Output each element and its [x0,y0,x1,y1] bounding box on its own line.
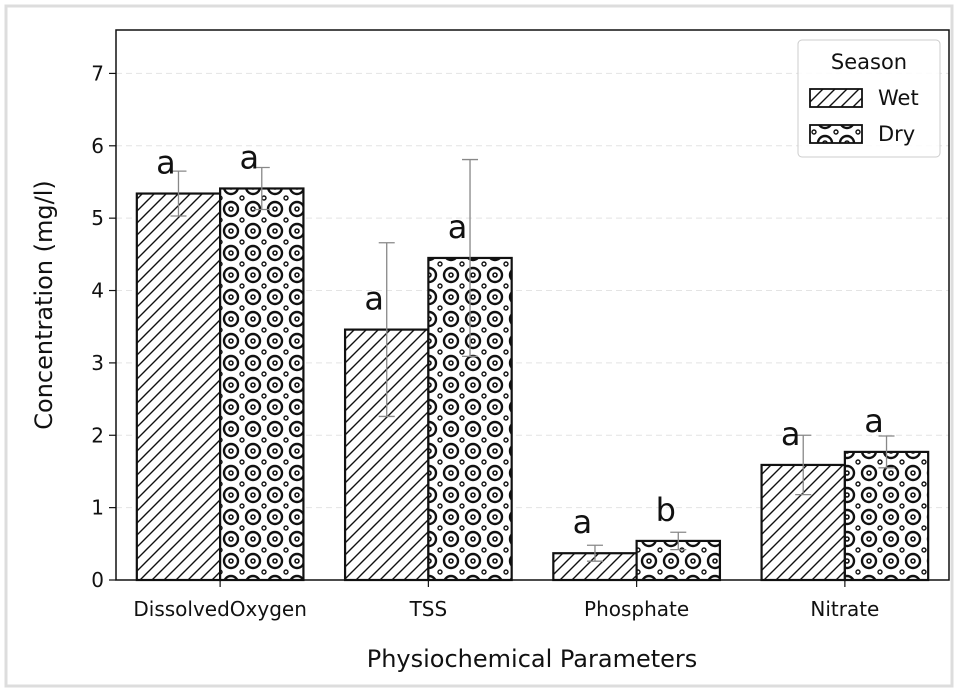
error-bar [878,435,895,469]
y-tick-label: 0 [91,568,104,592]
significance-letter: b [656,491,676,529]
error-bar [253,166,270,211]
x-tick-label: Phosphate [584,597,689,621]
bar [219,187,305,582]
significance-letter: a [364,280,384,318]
error-bar [462,158,479,358]
legend-label: Wet [878,86,919,110]
x-tick-label: Nitrate [810,597,879,621]
bar [135,192,222,582]
x-axis-label: Physiochemical Parameters [367,645,698,673]
y-tick-label: 5 [91,206,104,230]
significance-letter: a [239,138,259,176]
bar [843,450,930,582]
legend-title: Season [831,50,907,74]
plot-frame [115,29,950,581]
y-axis-label: Concentration (mg/l) [30,180,58,430]
error-bar [170,170,187,217]
y-tick-label: 4 [91,279,104,303]
error-bar [378,242,395,418]
y-tick-label: 6 [91,134,104,158]
error-bar [586,544,603,562]
y-tick-label: 1 [91,496,104,520]
error-bar [670,531,687,551]
significance-letter: a [573,503,593,541]
y-tick-label: 7 [91,61,104,85]
error-bar [795,434,812,496]
y-tick-label: 3 [91,351,104,375]
significance-letter: a [156,144,176,182]
legend: Season Wet Dry [797,39,941,158]
y-tick-label: 2 [91,423,104,447]
x-tick-label: DissolvedOxygen [133,597,307,621]
legend-label: Dry [878,122,915,146]
legend-swatch [809,124,863,144]
significance-letter: a [864,402,884,440]
significance-letter: a [781,415,801,453]
legend-swatch [809,88,863,108]
significance-letter: a [448,208,468,246]
x-tick-label: TSS [409,597,448,621]
